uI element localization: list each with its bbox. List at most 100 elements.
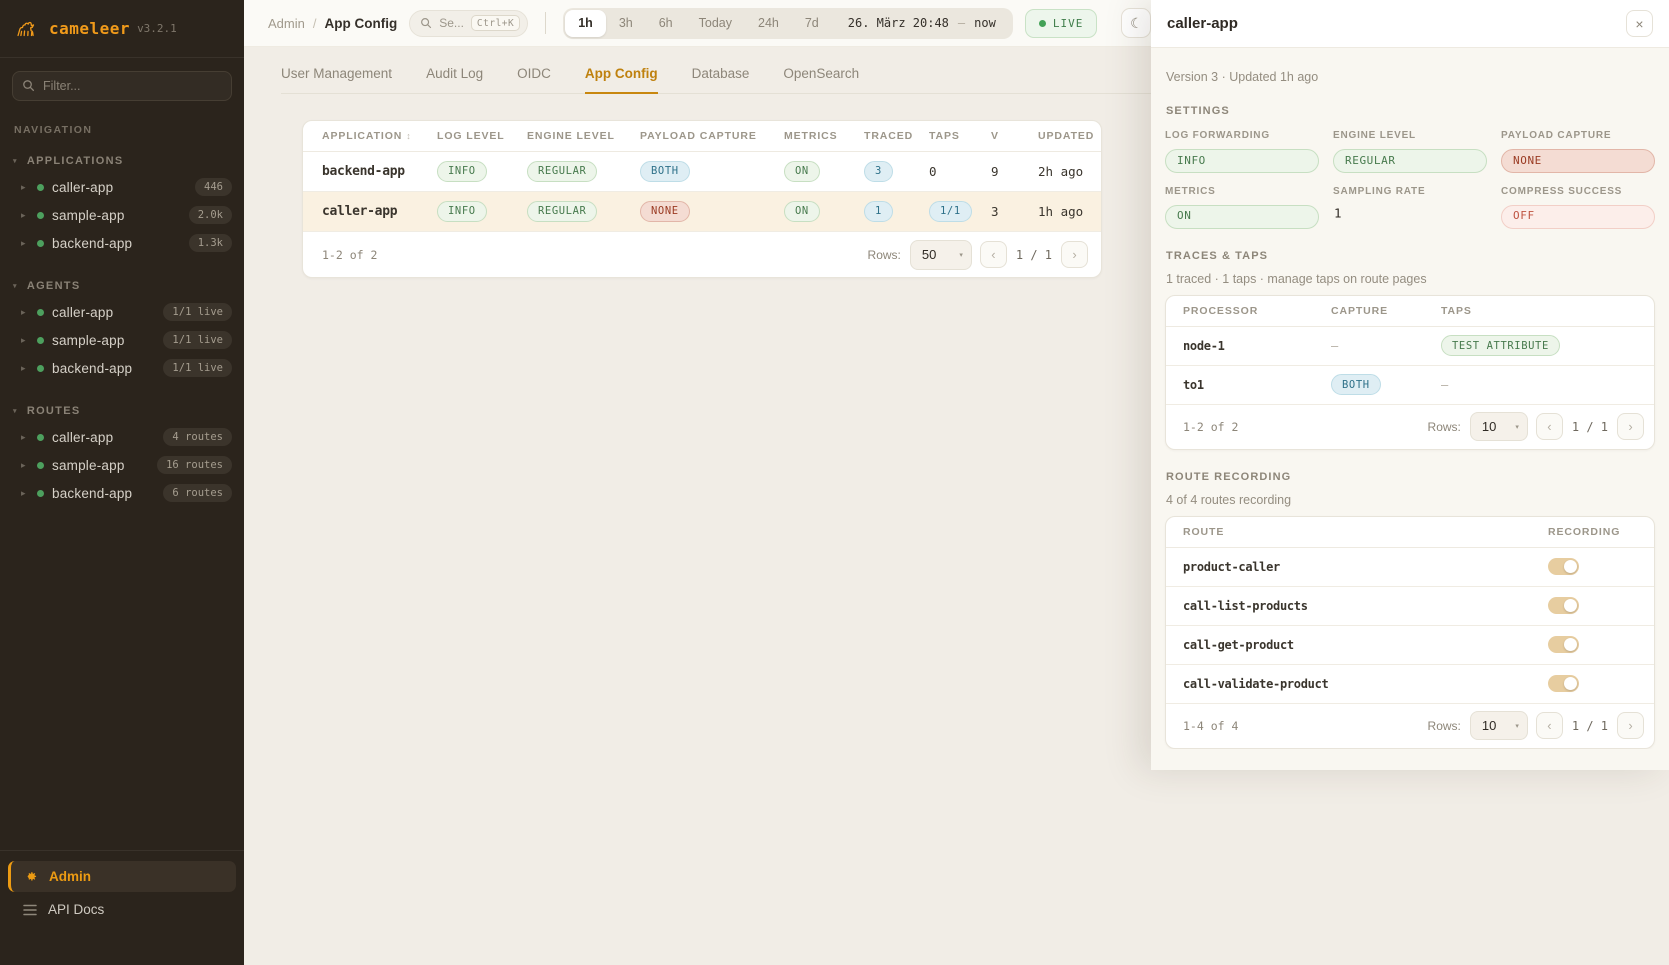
count-badge: 446 [195,178,232,196]
chevron-right-icon: ▸ [21,487,26,498]
section-label: ROUTES [26,405,81,417]
table-row-caller-app[interactable]: caller-app INFO REGULAR NONE ON 1 1/1 3 … [303,192,1101,232]
count-badge: 1/1 live [163,303,232,321]
tab-database[interactable]: Database [691,66,750,81]
cell-application: backend-app [322,164,405,179]
global-search[interactable]: Se... Ctrl+K [409,9,529,37]
breadcrumb: Admin / App Config [268,16,397,31]
log-level-badge: INFO [437,200,487,223]
next-page-button[interactable]: › [1617,413,1644,441]
search-shortcut: Ctrl+K [470,15,521,31]
field-sampling-rate: SAMPLING RATE 1 [1333,186,1487,229]
live-label: LIVE [1052,16,1084,30]
recording-toggle[interactable] [1548,636,1579,654]
moon-icon: ☾ [1130,14,1143,31]
breadcrumb-admin[interactable]: Admin [268,15,305,31]
next-page-button[interactable]: › [1617,712,1644,740]
sidebar-item-routes-backend-app[interactable]: ▸ backend-app 6 routes [0,479,244,507]
cell-taps: — [1441,377,1449,392]
breadcrumb-current: App Config [324,15,398,31]
close-button[interactable]: × [1626,10,1653,37]
taps-table: PROCESSOR CAPTURE TAPS node-1 — TEST ATT… [1165,294,1655,450]
date-from: 26. März 20:48 [847,16,949,30]
date-range[interactable]: 26. März 20:48 — now [832,16,1011,30]
cell-taps: 0 [929,164,937,179]
sort-icon: ↕ [406,131,412,141]
sidebar-footer: Admin API Docs [0,850,244,965]
sidebar-item-agents-backend-app[interactable]: ▸ backend-app 1/1 live [0,354,244,382]
taps-row-to1[interactable]: to1 BOTH — [1166,366,1654,405]
route-row-call-validate-product: call-validate-product [1166,665,1654,704]
section-header-applications[interactable]: ▾ APPLICATIONS [0,148,244,173]
col-application[interactable]: APPLICATION ↕ [322,130,412,142]
col-taps: TAPS [929,130,960,142]
table-row-backend-app[interactable]: backend-app INFO REGULAR BOTH ON 3 0 9 2… [303,152,1101,192]
tab-user-management[interactable]: User Management [281,66,393,81]
item-label: backend-app [52,485,133,501]
recording-toggle[interactable] [1548,597,1579,615]
rows-per-page-select[interactable]: 10 ▾ [1469,412,1528,442]
page-indicator: 1 / 1 [1015,247,1052,262]
field-label: PAYLOAD CAPTURE [1501,130,1612,141]
sidebar-item-applications-sample-app[interactable]: ▸ sample-app 2.0k [0,201,244,229]
chevron-left-icon: ‹ [1547,718,1552,734]
tab-oidc[interactable]: OIDC [517,66,551,81]
sidebar-item-agents-caller-app[interactable]: ▸ caller-app 1/1 live [0,298,244,326]
field-label: METRICS [1165,185,1216,197]
field-log-forwarding: LOG FORWARDING INFO [1165,130,1319,173]
time-range-today[interactable]: Today [698,16,732,30]
app-version: v3.2.1 [137,22,177,35]
capture-badge: BOTH [1331,374,1381,396]
sidebar-item-routes-caller-app[interactable]: ▸ caller-app 4 routes [0,423,244,451]
taps-badge: TEST ATTRIBUTE [1441,335,1560,357]
time-range-1h[interactable]: 1h [565,9,606,37]
sidebar-item-applications-caller-app[interactable]: ▸ caller-app 446 [0,173,244,201]
cell-route: product-caller [1183,559,1280,574]
nav-section-routes: ▾ ROUTES ▸ caller-app 4 routes ▸ sample-… [0,392,244,517]
time-range-6h[interactable]: 6h [658,16,673,30]
taps-row-node-1[interactable]: node-1 — TEST ATTRIBUTE [1166,327,1654,366]
col-v: V [991,130,999,142]
count-badge: 1/1 live [163,359,232,377]
rows-per-page-select[interactable]: 10 ▾ [1469,711,1528,741]
section-header-agents[interactable]: ▾ AGENTS [0,273,244,298]
col-traced: TRACED [864,130,914,142]
tab-opensearch[interactable]: OpenSearch [783,66,860,81]
rows-per-page-select[interactable]: 50 ▾ [909,239,972,270]
pagination-range: 1-4 of 4 [1183,718,1239,733]
tab-app-config[interactable]: App Config [584,60,658,94]
app-config-table: APPLICATION ↕ LOG LEVEL ENGINE LEVEL PAY… [302,120,1102,278]
prev-page-button[interactable]: ‹ [979,241,1007,268]
cell-processor: node-1 [1183,338,1225,353]
prev-page-button[interactable]: ‹ [1535,712,1563,740]
sidebar-item-routes-sample-app[interactable]: ▸ sample-app 16 routes [0,451,244,479]
live-button[interactable]: LIVE [1024,8,1098,38]
chevron-right-icon: ▸ [21,306,26,317]
rows-per-page-value: 50 [921,247,937,262]
recording-toggle[interactable] [1548,558,1579,576]
time-range-3h[interactable]: 3h [618,16,633,30]
filter-input[interactable] [12,71,232,101]
sidebar-item-api-docs[interactable]: API Docs [8,892,236,923]
recording-toggle[interactable] [1548,675,1579,693]
sidebar-item-admin[interactable]: Admin [8,861,236,892]
cell-updated: 1h ago [1038,204,1084,219]
time-range-7d[interactable]: 7d [804,16,819,30]
nav-section-agents: ▾ AGENTS ▸ caller-app 1/1 live ▸ sample-… [0,267,244,392]
next-page-button[interactable]: › [1061,241,1088,268]
search-placeholder: Se... [439,16,464,30]
sidebar-item-agents-sample-app[interactable]: ▸ sample-app 1/1 live [0,326,244,354]
item-label: sample-app [52,332,125,348]
metrics-badge: ON [784,160,820,183]
section-header-routes[interactable]: ▾ ROUTES [0,398,244,423]
theme-toggle-button[interactable]: ☾ [1121,8,1152,38]
tab-audit-log[interactable]: Audit Log [426,66,484,81]
sidebar-item-applications-backend-app[interactable]: ▸ backend-app 1.3k [0,229,244,257]
time-range-group: 1h 3h 6h Today 24h 7d 26. März 20:48 — n… [563,7,1013,39]
col-log-level: LOG LEVEL [437,130,505,142]
status-dot [37,239,44,247]
time-range-24h[interactable]: 24h [758,16,779,30]
field-label: COMPRESS SUCCESS [1501,185,1623,197]
route-recording-table: ROUTE RECORDING product-caller call-list… [1165,515,1655,749]
prev-page-button[interactable]: ‹ [1535,413,1563,441]
